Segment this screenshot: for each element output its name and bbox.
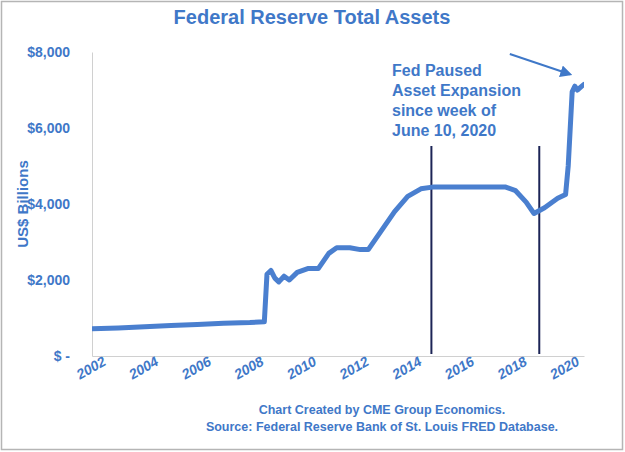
y-tick-label: $4,000 [27, 196, 70, 212]
x-tick: 2002 [73, 353, 109, 383]
y-tick-label: $8,000 [27, 44, 70, 60]
x-tick-label: 2016 [441, 353, 477, 383]
x-tick: 2012 [336, 353, 372, 383]
x-tick: 2020 [546, 353, 582, 383]
x-tick-label: 2006 [178, 353, 214, 383]
x-tick-label: 2018 [494, 353, 530, 383]
frame [2, 2, 623, 450]
x-tick-label: 2002 [73, 353, 109, 383]
annotation-line: since week of [392, 102, 497, 119]
x-tick: 2018 [494, 353, 530, 383]
x-axis: 2002 2004 2006 2008 2010 2012 2014 2016 2018 2020 [73, 353, 585, 383]
x-tick: 2006 [178, 353, 214, 383]
y-tick: $4,000 [27, 196, 92, 212]
note: Chart Created by CME Group Economics. [259, 403, 506, 417]
title: Federal Reserve Total Assets [174, 6, 451, 28]
x-tick-label: 2014 [388, 353, 424, 383]
chart: Federal Reserve Total AssetsUS$ Billions… [0, 0, 625, 452]
annotation-line: June 10, 2020 [392, 122, 496, 139]
y-tick-label: $ - [54, 348, 71, 364]
reference-line [430, 146, 432, 354]
x-tick: 2004 [125, 353, 161, 383]
note: Source: Federal Reserve Bank of St. Loui… [206, 420, 558, 434]
x-axis-line [93, 356, 585, 357]
y-tick: $6,000 [27, 120, 92, 136]
annotation-line: Fed Paused [392, 62, 482, 79]
annotation: Fed Paused Asset Expansion since week of Ju… [392, 62, 521, 139]
x-tick-label: 2004 [125, 353, 161, 383]
x-tick-label: 2008 [230, 353, 266, 383]
x-tick-label: 2012 [336, 353, 372, 383]
annotation-arrow [510, 54, 570, 74]
y-tick-label: $2,000 [27, 272, 70, 288]
y-tick-label: $6,000 [27, 120, 70, 136]
y-axis: $ - $2,000 $4,000 $6,000 $8,000 [27, 44, 92, 364]
data-line [92, 84, 584, 328]
x-tick-label: 2010 [283, 353, 319, 383]
plot-area [92, 84, 584, 354]
x-tick: 2014 [388, 353, 424, 383]
x-tick: 2010 [283, 353, 319, 383]
reference-line [538, 146, 540, 354]
y-tick: $8,000 [27, 44, 92, 60]
x-tick-label: 2020 [546, 353, 582, 383]
y-tick: $2,000 [27, 272, 92, 288]
annotation-line: Asset Expansion [392, 82, 521, 99]
x-tick: 2016 [441, 353, 477, 383]
y-axis-line [92, 53, 93, 357]
x-tick: 2008 [230, 353, 266, 383]
